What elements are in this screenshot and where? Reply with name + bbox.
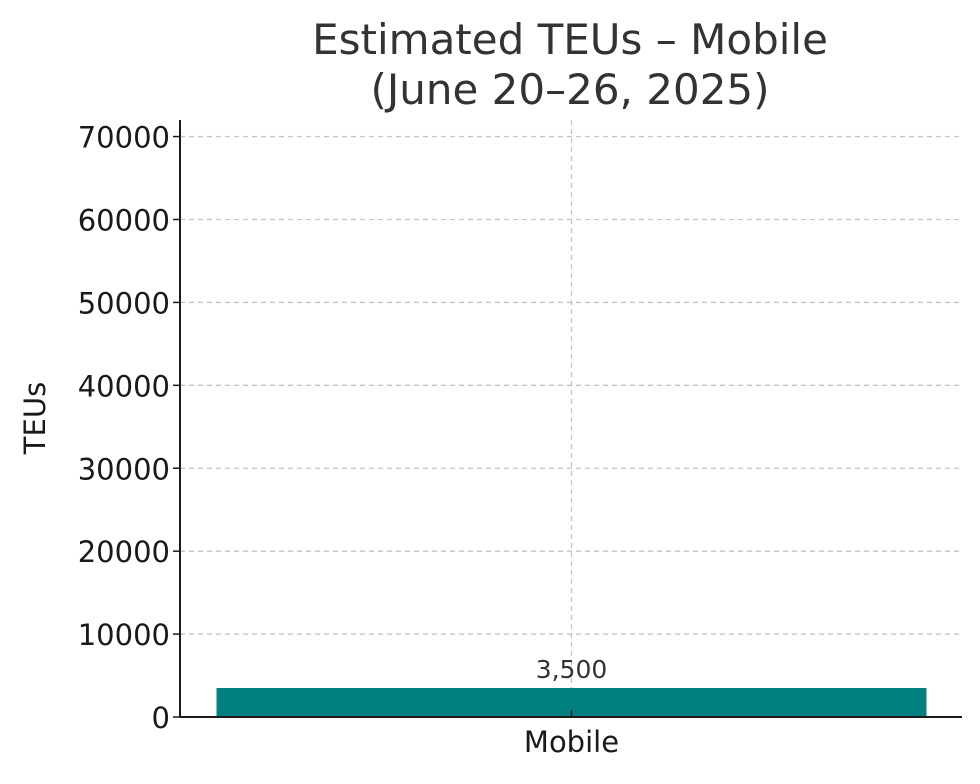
x-tick-label: Mobile	[524, 725, 619, 759]
y-tick-label: 60000	[78, 204, 170, 238]
y-axis-label: TEUs	[18, 382, 52, 455]
y-tick-label: 50000	[78, 286, 170, 320]
y-tick-label: 10000	[78, 618, 170, 652]
y-tick-label: 40000	[78, 369, 170, 403]
y-tick-label: 0	[152, 701, 170, 735]
chart-title-line-1: Estimated TEUs – Mobile	[312, 15, 828, 64]
chart-title-line-2: (June 20–26, 2025)	[370, 65, 769, 114]
x-tick-labels: Mobile	[524, 725, 619, 759]
y-tick-labels: 0 10000 20000 30000 40000 50000 60000 70000	[78, 121, 170, 735]
data-labels: 3,500	[536, 655, 608, 684]
grid-lines	[180, 120, 962, 718]
y-tick-label: 70000	[78, 121, 170, 155]
axes	[173, 120, 962, 718]
y-tick-label: 20000	[78, 535, 170, 569]
bar-value-label: 3,500	[536, 655, 608, 684]
y-tick-label: 30000	[78, 452, 170, 486]
